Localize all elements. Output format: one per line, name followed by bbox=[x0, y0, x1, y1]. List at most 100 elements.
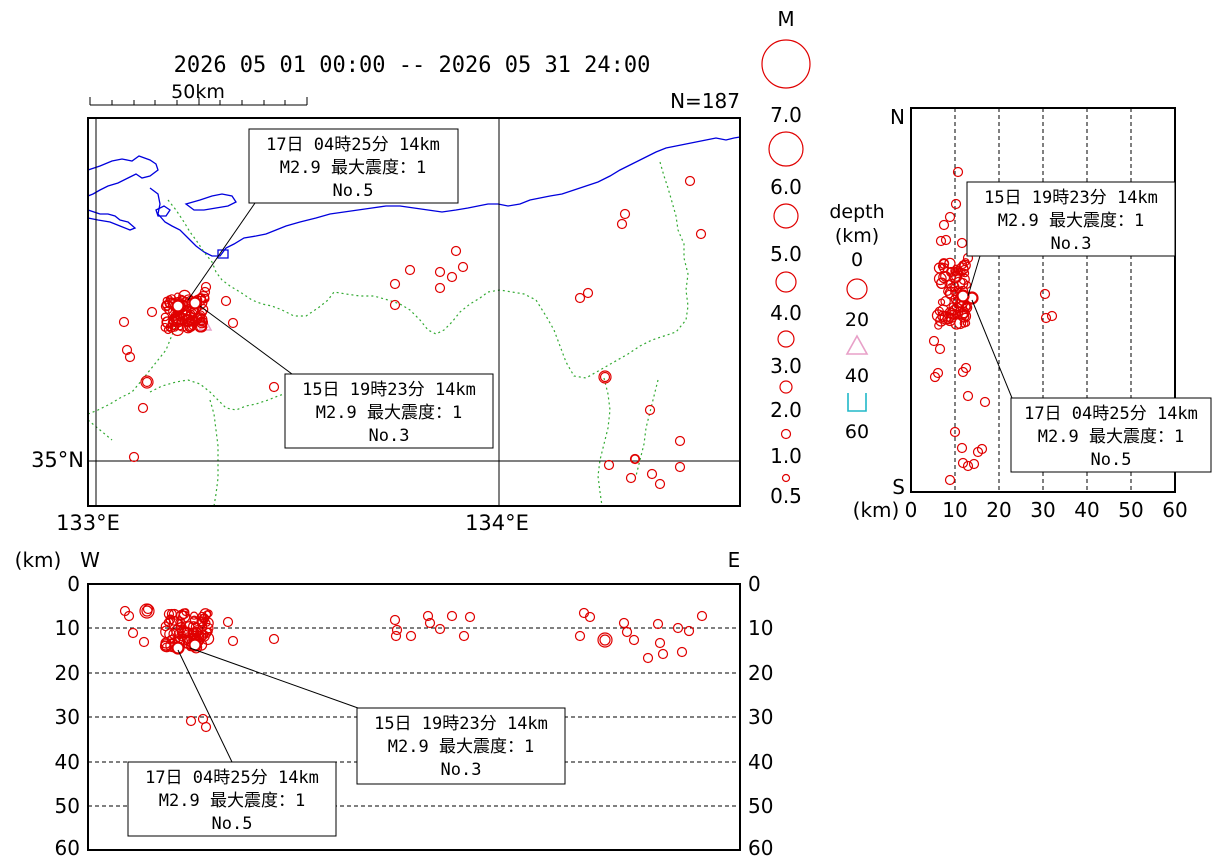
hypocenter-marker bbox=[948, 304, 960, 316]
epicenter-map: 133°E 134°E 35°N 17日 04時25分 14km M2.9 最大… bbox=[31, 117, 741, 535]
hypocenter-marker bbox=[176, 618, 187, 629]
hypocenter-marker bbox=[165, 615, 175, 625]
hypocenter-marker bbox=[625, 472, 637, 484]
magnitude-label-3: 3.0 bbox=[770, 354, 802, 378]
hypocenter-marker bbox=[185, 323, 194, 333]
hypocenter-marker bbox=[672, 622, 684, 634]
hypocenter-marker bbox=[968, 458, 980, 470]
depth-square-icon bbox=[847, 393, 867, 412]
hypocenter-marker bbox=[179, 309, 191, 322]
hypocenter-marker bbox=[178, 610, 188, 620]
hypocenter-marker bbox=[957, 366, 969, 378]
ew-axis-unit: (km) bbox=[15, 548, 62, 572]
hypocenter-marker bbox=[185, 309, 196, 320]
ns-tick-40: 40 bbox=[1074, 498, 1099, 522]
hypocenter-marker bbox=[188, 296, 202, 310]
map-callout-no5-line3: No.5 bbox=[333, 181, 374, 201]
hypocenter-marker bbox=[185, 715, 197, 727]
magnitude-label-7: 7.0 bbox=[770, 103, 802, 127]
hypocenter-marker bbox=[956, 289, 970, 303]
hypocenter-marker bbox=[188, 638, 202, 652]
scale-bar: 50km bbox=[89, 81, 308, 106]
hypocenter-marker bbox=[937, 310, 949, 322]
ew-callout-no5-line2: M2.9 最大震度：1 bbox=[159, 791, 305, 811]
lon-label-134: 134°E bbox=[465, 511, 529, 535]
hypocenter-marker bbox=[956, 442, 968, 454]
hypocenter-marker bbox=[938, 219, 950, 231]
ew-right-tick-0: 0 bbox=[748, 572, 761, 596]
hypocenter-marker bbox=[574, 292, 586, 304]
hypocenter-marker bbox=[944, 257, 956, 270]
prefecture-boundary bbox=[167, 161, 689, 379]
hypocenter-marker bbox=[434, 282, 446, 294]
hypocenter-marker bbox=[962, 460, 974, 472]
depth-circle-icon bbox=[846, 278, 868, 300]
hypocenter-marker bbox=[954, 306, 964, 316]
hypocenter-marker bbox=[170, 322, 185, 337]
hypocenter-marker bbox=[189, 611, 199, 620]
hypocenter-marker bbox=[434, 623, 446, 635]
hypocenter-marker bbox=[391, 624, 403, 636]
ew-callout-no5-line1: 17日 04時25分 14km bbox=[145, 768, 319, 788]
hypocenter-marker bbox=[618, 617, 630, 629]
hypocenter-marker bbox=[137, 402, 149, 414]
hypocenter-marker bbox=[141, 376, 153, 388]
hypocenter-marker bbox=[171, 641, 185, 655]
hypocenter-marker bbox=[200, 721, 212, 733]
depth-legend-unit: (km) bbox=[835, 225, 879, 247]
ns-callout-no5-line1: 17日 04時25分 14km bbox=[1024, 404, 1198, 424]
hypocenter-marker bbox=[424, 617, 436, 629]
depth-label-0: 0 bbox=[851, 249, 863, 271]
hypocenter-marker bbox=[603, 459, 615, 471]
hypocenter-marker bbox=[175, 318, 189, 332]
hypocenter-marker bbox=[159, 640, 172, 652]
depth-label-20: 20 bbox=[845, 309, 869, 331]
magnitude-label-2: 2.0 bbox=[770, 398, 802, 422]
hypocenter-marker bbox=[959, 259, 971, 272]
hypocenter-marker bbox=[405, 630, 417, 642]
hypocenter-marker bbox=[389, 299, 401, 311]
hypocenter-marker bbox=[943, 286, 953, 296]
hypocenter-marker bbox=[960, 268, 970, 278]
hypocenter-marker bbox=[657, 648, 669, 660]
hypocenter-marker bbox=[574, 630, 586, 642]
ew-callout-no5-line3: No.5 bbox=[212, 814, 253, 834]
hypocenter-marker bbox=[1039, 288, 1051, 300]
hypocenter-marker bbox=[404, 264, 416, 276]
hypocenter-marker bbox=[138, 636, 150, 648]
hypocenter-marker bbox=[434, 266, 446, 278]
hypocenter-marker bbox=[928, 335, 940, 347]
ns-tick-50: 50 bbox=[1118, 498, 1143, 522]
hypocenter-marker bbox=[696, 610, 708, 622]
hypocenter-marker bbox=[935, 235, 947, 247]
hypocenter-marker bbox=[979, 396, 991, 408]
hypocenter-marker bbox=[652, 618, 664, 630]
hypocenter-marker bbox=[929, 371, 941, 383]
hypocenter-marker bbox=[139, 603, 155, 619]
ns-callout-no3-line2: M2.9 最大震度：1 bbox=[998, 211, 1144, 231]
hypocenter-marker bbox=[163, 608, 175, 620]
event-count: N=187 bbox=[670, 89, 740, 113]
depth-legend-title: depth bbox=[829, 201, 884, 223]
hypocenter-marker bbox=[944, 211, 956, 223]
hypocenter-marker bbox=[171, 299, 185, 313]
map-callout-no3-line3: No.3 bbox=[369, 426, 410, 446]
ns-tick-60: 60 bbox=[1162, 498, 1187, 522]
ns-tick-10: 10 bbox=[942, 498, 967, 522]
ns-callout-no5-line2: M2.9 最大震度：1 bbox=[1038, 427, 1184, 447]
hypocenter-marker bbox=[146, 306, 158, 318]
ns-tick-0: 0 bbox=[905, 498, 918, 522]
magnitude-legend-title: M bbox=[777, 7, 794, 31]
map-callout-no5-line1: 17日 04時25分 14km bbox=[266, 135, 440, 155]
ns-tick-20: 20 bbox=[986, 498, 1011, 522]
ns-axis-unit: (km) bbox=[853, 498, 900, 522]
hypocenter-marker bbox=[160, 621, 171, 632]
ew-callout-no3-line3: No.3 bbox=[441, 760, 482, 780]
map-callout-no5-line2: M2.9 最大震度：1 bbox=[280, 158, 426, 178]
hypocenter-marker bbox=[1040, 312, 1052, 324]
hypocenter-marker bbox=[220, 295, 232, 307]
ew-left-tick-20: 20 bbox=[55, 661, 80, 685]
hypocenter-marker bbox=[630, 454, 640, 464]
magnitude-label-4: 4.0 bbox=[770, 301, 802, 325]
